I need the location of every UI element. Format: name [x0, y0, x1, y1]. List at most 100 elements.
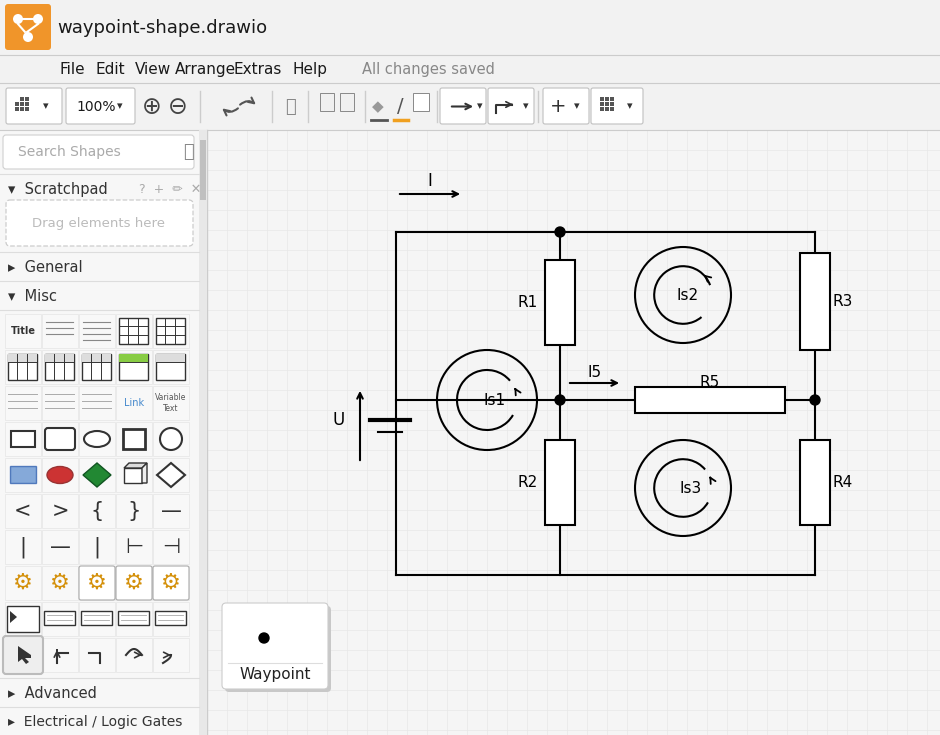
Text: Help: Help: [292, 62, 327, 76]
Ellipse shape: [47, 467, 73, 484]
Text: ?  +  ✏  ✕: ? + ✏ ✕: [139, 182, 201, 196]
Bar: [153, 638, 189, 672]
Text: R1: R1: [518, 295, 538, 309]
Text: 🗑: 🗑: [285, 98, 295, 115]
FancyBboxPatch shape: [413, 93, 429, 111]
Circle shape: [555, 227, 565, 237]
Text: ⌕: ⌕: [183, 143, 195, 161]
Bar: [5, 314, 41, 348]
Text: U: U: [333, 411, 345, 429]
Bar: [116, 314, 152, 348]
Text: ⊕: ⊕: [142, 95, 162, 118]
Text: ⚙: ⚙: [87, 573, 107, 593]
Bar: [42, 422, 78, 456]
FancyBboxPatch shape: [153, 566, 189, 600]
Bar: [123, 429, 145, 449]
Text: Title: Title: [10, 326, 36, 336]
Text: R3: R3: [833, 293, 854, 309]
FancyBboxPatch shape: [45, 428, 75, 450]
Text: Search Shapes: Search Shapes: [18, 145, 120, 159]
Text: —: —: [50, 537, 70, 557]
Bar: [44, 611, 75, 625]
Text: Is2: Is2: [677, 287, 699, 303]
FancyBboxPatch shape: [340, 93, 354, 111]
Bar: [155, 611, 186, 625]
Text: Extras: Extras: [234, 62, 282, 76]
Text: ⊖: ⊖: [168, 95, 188, 118]
Bar: [79, 314, 115, 348]
Bar: [20, 97, 24, 101]
Text: ▾: ▾: [627, 101, 633, 112]
Bar: [610, 97, 614, 101]
Polygon shape: [142, 463, 147, 483]
Text: ⊢: ⊢: [125, 537, 143, 557]
Bar: [5, 350, 41, 384]
Circle shape: [555, 395, 565, 405]
Text: ⚙: ⚙: [161, 573, 181, 593]
Bar: [153, 314, 189, 348]
Text: ⚙: ⚙: [13, 573, 33, 593]
Bar: [119, 318, 148, 344]
Bar: [45, 354, 74, 362]
Text: +: +: [550, 97, 566, 116]
Bar: [116, 494, 152, 528]
Bar: [79, 422, 115, 456]
FancyBboxPatch shape: [3, 135, 194, 169]
Bar: [610, 107, 614, 111]
Text: {: {: [90, 501, 103, 521]
Bar: [153, 458, 189, 492]
Bar: [5, 458, 41, 492]
Text: ⚙: ⚙: [50, 573, 70, 593]
Bar: [116, 350, 152, 384]
Text: }: }: [128, 501, 141, 521]
Bar: [79, 350, 115, 384]
Bar: [545, 260, 575, 345]
Text: ▾  Scratchpad: ▾ Scratchpad: [8, 182, 108, 196]
FancyBboxPatch shape: [225, 606, 331, 692]
Text: ⊣: ⊣: [162, 537, 180, 557]
Polygon shape: [124, 463, 147, 468]
Bar: [42, 314, 78, 348]
Bar: [42, 458, 78, 492]
Bar: [200, 140, 206, 200]
Text: I: I: [428, 172, 432, 190]
Text: >: >: [52, 501, 69, 521]
FancyBboxPatch shape: [543, 88, 589, 124]
Text: waypoint-shape.drawio: waypoint-shape.drawio: [57, 18, 267, 37]
Text: Is3: Is3: [680, 481, 702, 495]
Bar: [8, 354, 37, 362]
Text: ▾: ▾: [524, 101, 529, 112]
Text: <: <: [14, 501, 32, 521]
Bar: [0, 130, 207, 735]
Bar: [5, 422, 41, 456]
FancyBboxPatch shape: [3, 636, 43, 674]
Bar: [11, 431, 35, 447]
Text: Arrange: Arrange: [175, 62, 236, 76]
Text: |: |: [93, 537, 101, 558]
Bar: [119, 354, 148, 380]
Text: R2: R2: [518, 475, 538, 490]
Bar: [15, 102, 19, 106]
Bar: [116, 638, 152, 672]
Text: ▸  Electrical / Logic Gates: ▸ Electrical / Logic Gates: [8, 715, 182, 729]
Bar: [605, 97, 609, 101]
Text: ▾: ▾: [118, 101, 123, 112]
Bar: [79, 602, 115, 636]
Polygon shape: [157, 463, 185, 487]
FancyBboxPatch shape: [6, 200, 193, 246]
Bar: [116, 458, 152, 492]
Text: ▾: ▾: [43, 101, 49, 111]
Bar: [635, 387, 785, 413]
Bar: [156, 354, 185, 362]
Bar: [79, 458, 115, 492]
Bar: [42, 530, 78, 564]
Bar: [10, 466, 36, 483]
Text: Is1: Is1: [484, 392, 506, 407]
FancyBboxPatch shape: [66, 88, 135, 124]
Bar: [153, 566, 189, 600]
Text: —: —: [161, 501, 181, 521]
Bar: [116, 422, 152, 456]
Text: Edit: Edit: [95, 62, 125, 76]
Bar: [82, 354, 111, 362]
Bar: [79, 494, 115, 528]
